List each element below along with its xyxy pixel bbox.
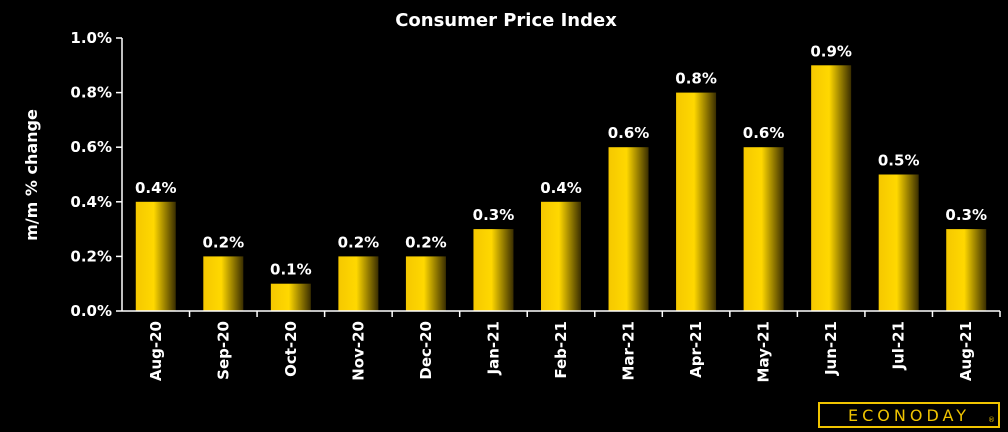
x-axis: Aug-20 Sep-20 Oct-20 Nov-20 Dec-20 Jan-21 Feb-… <box>147 311 1001 382</box>
data-label: 0.3% <box>473 206 515 224</box>
y-tick-label: 1.0% <box>70 29 112 47</box>
y-tick-label: 0.0% <box>70 302 112 320</box>
bar-sep-20 <box>203 256 244 311</box>
x-tick-label: Aug-21 <box>957 321 975 381</box>
bar-oct-20 <box>270 283 311 311</box>
bar-series <box>135 65 987 311</box>
x-tick-label: Aug-20 <box>147 321 165 381</box>
y-axis: 0.0% 0.2% 0.4% 0.6% 0.8% 1.0% <box>70 29 122 320</box>
x-tick-label: Apr-21 <box>687 321 705 378</box>
x-tick-label: Nov-20 <box>349 321 367 381</box>
y-tick-label: 0.8% <box>70 84 112 102</box>
x-tick-label: Oct-20 <box>282 321 300 377</box>
bar-dec-20 <box>405 256 446 311</box>
x-tick-label: Mar-21 <box>620 321 638 381</box>
x-tick-label: Jul-21 <box>890 321 908 371</box>
bar-feb-21 <box>541 201 581 311</box>
data-label: 0.9% <box>810 42 852 60</box>
logo-text: ECONODAY <box>848 405 970 425</box>
bar-nov-20 <box>338 256 379 311</box>
y-tick-label: 0.2% <box>70 247 112 265</box>
bar-may-21 <box>743 147 784 311</box>
data-label: 0.6% <box>608 124 650 142</box>
bar-aug-20 <box>135 201 176 311</box>
data-label: 0.5% <box>878 152 920 170</box>
data-label: 0.6% <box>743 124 785 142</box>
data-label: 0.4% <box>135 179 177 197</box>
x-tick-label: Jan-21 <box>484 321 502 375</box>
data-labels: 0.4% 0.2% 0.1% 0.2% 0.2% 0.3% 0.4% 0.6% 0.8% 0.6%… <box>135 42 987 278</box>
bar-aug-21 <box>946 229 987 311</box>
y-tick-label: 0.4% <box>70 193 112 211</box>
data-label: 0.3% <box>945 206 987 224</box>
bar-jul-21 <box>878 174 919 311</box>
bar-apr-21 <box>676 92 717 311</box>
x-tick-label: Sep-20 <box>214 321 232 380</box>
data-label: 0.2% <box>338 233 380 251</box>
y-tick-label: 0.6% <box>70 138 112 156</box>
bar-jan-21 <box>473 229 514 311</box>
data-label: 0.2% <box>405 233 447 251</box>
econoday-logo: ECONODAY ® <box>818 402 1000 428</box>
data-label: 0.2% <box>203 233 245 251</box>
x-tick-label: Feb-21 <box>552 321 570 379</box>
bar-jun-21 <box>811 65 852 311</box>
data-label: 0.4% <box>540 179 582 197</box>
data-label: 0.1% <box>270 261 312 279</box>
y-axis-label: m/m % change <box>22 109 41 241</box>
registered-mark: ® <box>988 416 995 424</box>
bar-mar-21 <box>608 147 649 311</box>
x-tick-label: May-21 <box>755 321 773 382</box>
x-tick-label: Dec-20 <box>417 321 435 380</box>
chart-title: Consumer Price Index <box>395 10 617 31</box>
x-tick-label: Jun-21 <box>822 321 840 376</box>
data-label: 0.8% <box>675 70 717 88</box>
